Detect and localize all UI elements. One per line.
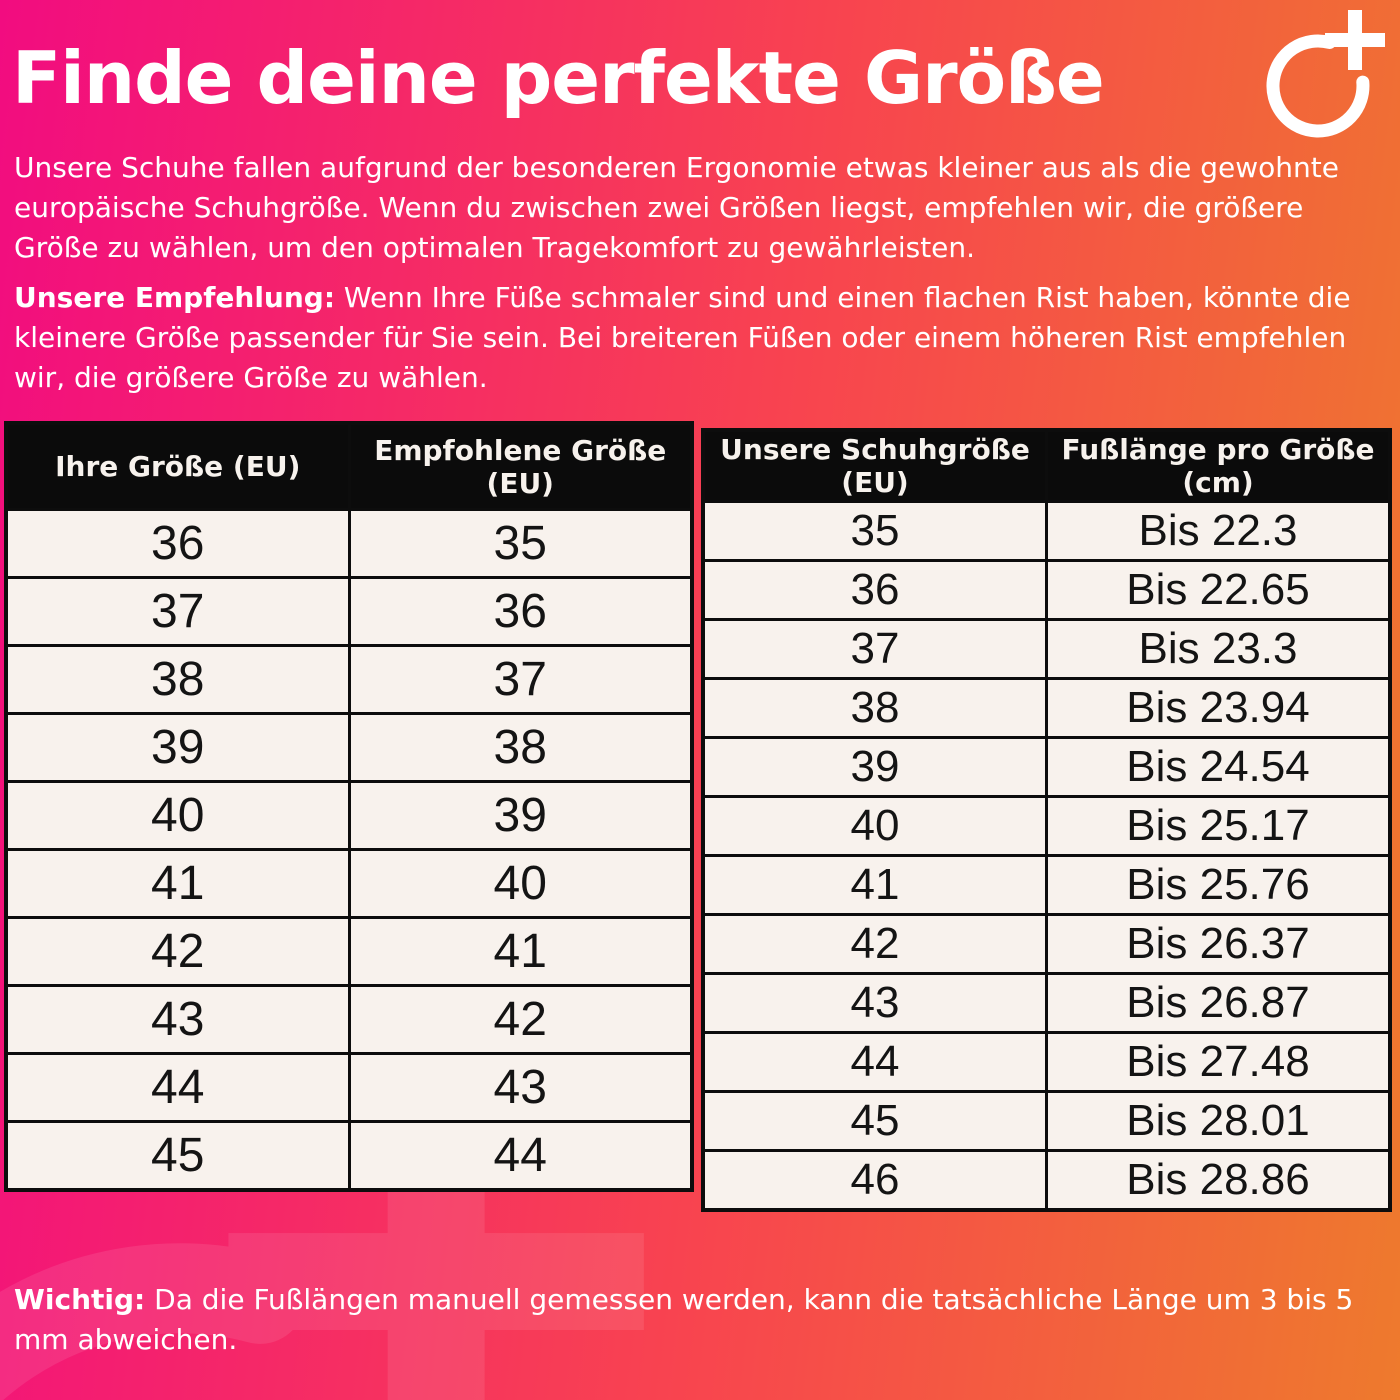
size-table-cell: 37 bbox=[4, 576, 351, 647]
size-table-row: 44 43 bbox=[4, 1052, 694, 1123]
length-table-cell: Bis 22.3 bbox=[1045, 500, 1392, 562]
foot-length-table: Unsere Schuhgröße (EU) Fußlänge pro Größ… bbox=[701, 428, 1392, 1212]
length-table-row: 42 Bis 26.37 bbox=[701, 913, 1392, 975]
length-table-header-foot-length: Fußlänge pro Größe (cm) bbox=[1045, 428, 1392, 503]
size-table-row: 39 38 bbox=[4, 712, 694, 783]
length-table-header-shoe-size: Unsere Schuhgröße (EU) bbox=[701, 428, 1048, 503]
size-table-row: 45 44 bbox=[4, 1120, 694, 1192]
size-table-cell: 39 bbox=[4, 712, 351, 783]
length-table-cell: Bis 25.76 bbox=[1045, 854, 1392, 916]
size-table-cell: 42 bbox=[347, 984, 694, 1055]
size-table-row: 41 40 bbox=[4, 848, 694, 919]
size-table-row: 37 36 bbox=[4, 576, 694, 647]
length-table-cell: 41 bbox=[701, 854, 1048, 916]
intro-paragraph: Unsere Schuhe fallen aufgrund der besond… bbox=[14, 151, 1339, 264]
length-table-cell: Bis 25.17 bbox=[1045, 795, 1392, 857]
size-table-cell: 38 bbox=[347, 712, 694, 783]
length-table-cell: 42 bbox=[701, 913, 1048, 975]
size-recommendation-table: Ihre Größe (EU) Empfohlene Größe (EU) 36… bbox=[4, 421, 694, 1192]
size-table-cell: 43 bbox=[4, 984, 351, 1055]
size-table-cell: 36 bbox=[347, 576, 694, 647]
length-table-row: 39 Bis 24.54 bbox=[701, 736, 1392, 798]
size-table-row: 42 41 bbox=[4, 916, 694, 987]
length-table-header-row: Unsere Schuhgröße (EU) Fußlänge pro Größ… bbox=[701, 428, 1392, 503]
length-table-cell: Bis 26.37 bbox=[1045, 913, 1392, 975]
size-table-cell: 35 bbox=[347, 508, 694, 579]
size-table-row: 43 42 bbox=[4, 984, 694, 1055]
length-table-row: 35 Bis 22.3 bbox=[701, 500, 1392, 562]
length-table-cell: 46 bbox=[701, 1149, 1048, 1212]
footnote-label: Wichtig: bbox=[14, 1283, 146, 1316]
length-table-cell: Bis 24.54 bbox=[1045, 736, 1392, 798]
brand-logo-icon bbox=[1266, 10, 1385, 138]
length-table-cell: Bis 23.3 bbox=[1045, 618, 1392, 680]
length-table-cell: Bis 26.87 bbox=[1045, 972, 1392, 1034]
recommendation-paragraph: Unsere Empfehlung: Wenn Ihre Füße schmal… bbox=[14, 278, 1394, 398]
length-table-cell: 40 bbox=[701, 795, 1048, 857]
size-table-row: 38 37 bbox=[4, 644, 694, 715]
length-table-cell: Bis 28.86 bbox=[1045, 1149, 1392, 1212]
length-table-cell: Bis 23.94 bbox=[1045, 677, 1392, 739]
size-table-cell: 40 bbox=[347, 848, 694, 919]
length-table-cell: 44 bbox=[701, 1031, 1048, 1093]
size-table-row: 36 35 bbox=[4, 508, 694, 579]
length-table-cell: Bis 22.65 bbox=[1045, 559, 1392, 621]
length-table-cell: 45 bbox=[701, 1090, 1048, 1152]
size-table-row: 40 39 bbox=[4, 780, 694, 851]
length-table-row: 46 Bis 28.86 bbox=[701, 1149, 1392, 1212]
page-title: Finde deine perfekte Größe bbox=[12, 36, 1105, 120]
footnote-paragraph: Wichtig: Da die Fußlängen manuell gemess… bbox=[14, 1280, 1394, 1360]
length-table-row: 37 Bis 23.3 bbox=[701, 618, 1392, 680]
length-table-cell: 36 bbox=[701, 559, 1048, 621]
length-table-cell: 43 bbox=[701, 972, 1048, 1034]
length-table-cell: 37 bbox=[701, 618, 1048, 680]
size-table-header-your-size: Ihre Größe (EU) bbox=[4, 421, 351, 511]
size-table-cell: 40 bbox=[4, 780, 351, 851]
length-table-cell: 35 bbox=[701, 500, 1048, 562]
size-table-cell: 41 bbox=[4, 848, 351, 919]
length-table-row: 45 Bis 28.01 bbox=[701, 1090, 1392, 1152]
length-table-cell: Bis 28.01 bbox=[1045, 1090, 1392, 1152]
length-table-row: 38 Bis 23.94 bbox=[701, 677, 1392, 739]
size-table-cell: 43 bbox=[347, 1052, 694, 1123]
size-table-cell: 37 bbox=[347, 644, 694, 715]
recommendation-label: Unsere Empfehlung: bbox=[14, 281, 336, 314]
size-table-cell: 44 bbox=[347, 1120, 694, 1192]
length-table-cell: 39 bbox=[701, 736, 1048, 798]
length-table-row: 44 Bis 27.48 bbox=[701, 1031, 1392, 1093]
size-table-cell: 42 bbox=[4, 916, 351, 987]
length-table-row: 40 Bis 25.17 bbox=[701, 795, 1392, 857]
size-table-cell: 39 bbox=[347, 780, 694, 851]
length-table-row: 36 Bis 22.65 bbox=[701, 559, 1392, 621]
length-table-cell: Bis 27.48 bbox=[1045, 1031, 1392, 1093]
size-table-cell: 36 bbox=[4, 508, 351, 579]
size-table-header-recommended-size: Empfohlene Größe (EU) bbox=[347, 421, 694, 511]
length-table-cell: 38 bbox=[701, 677, 1048, 739]
length-table-row: 41 Bis 25.76 bbox=[701, 854, 1392, 916]
footnote-text: Da die Fußlängen manuell gemessen werden… bbox=[14, 1283, 1354, 1356]
length-table-row: 43 Bis 26.87 bbox=[701, 972, 1392, 1034]
size-table-cell: 44 bbox=[4, 1052, 351, 1123]
size-table-cell: 45 bbox=[4, 1120, 351, 1192]
size-table-header-row: Ihre Größe (EU) Empfohlene Größe (EU) bbox=[4, 421, 694, 511]
size-table-cell: 41 bbox=[347, 916, 694, 987]
recommendation-text: Wenn Ihre Füße schmaler sind und einen f… bbox=[14, 281, 1351, 394]
size-table-cell: 38 bbox=[4, 644, 351, 715]
